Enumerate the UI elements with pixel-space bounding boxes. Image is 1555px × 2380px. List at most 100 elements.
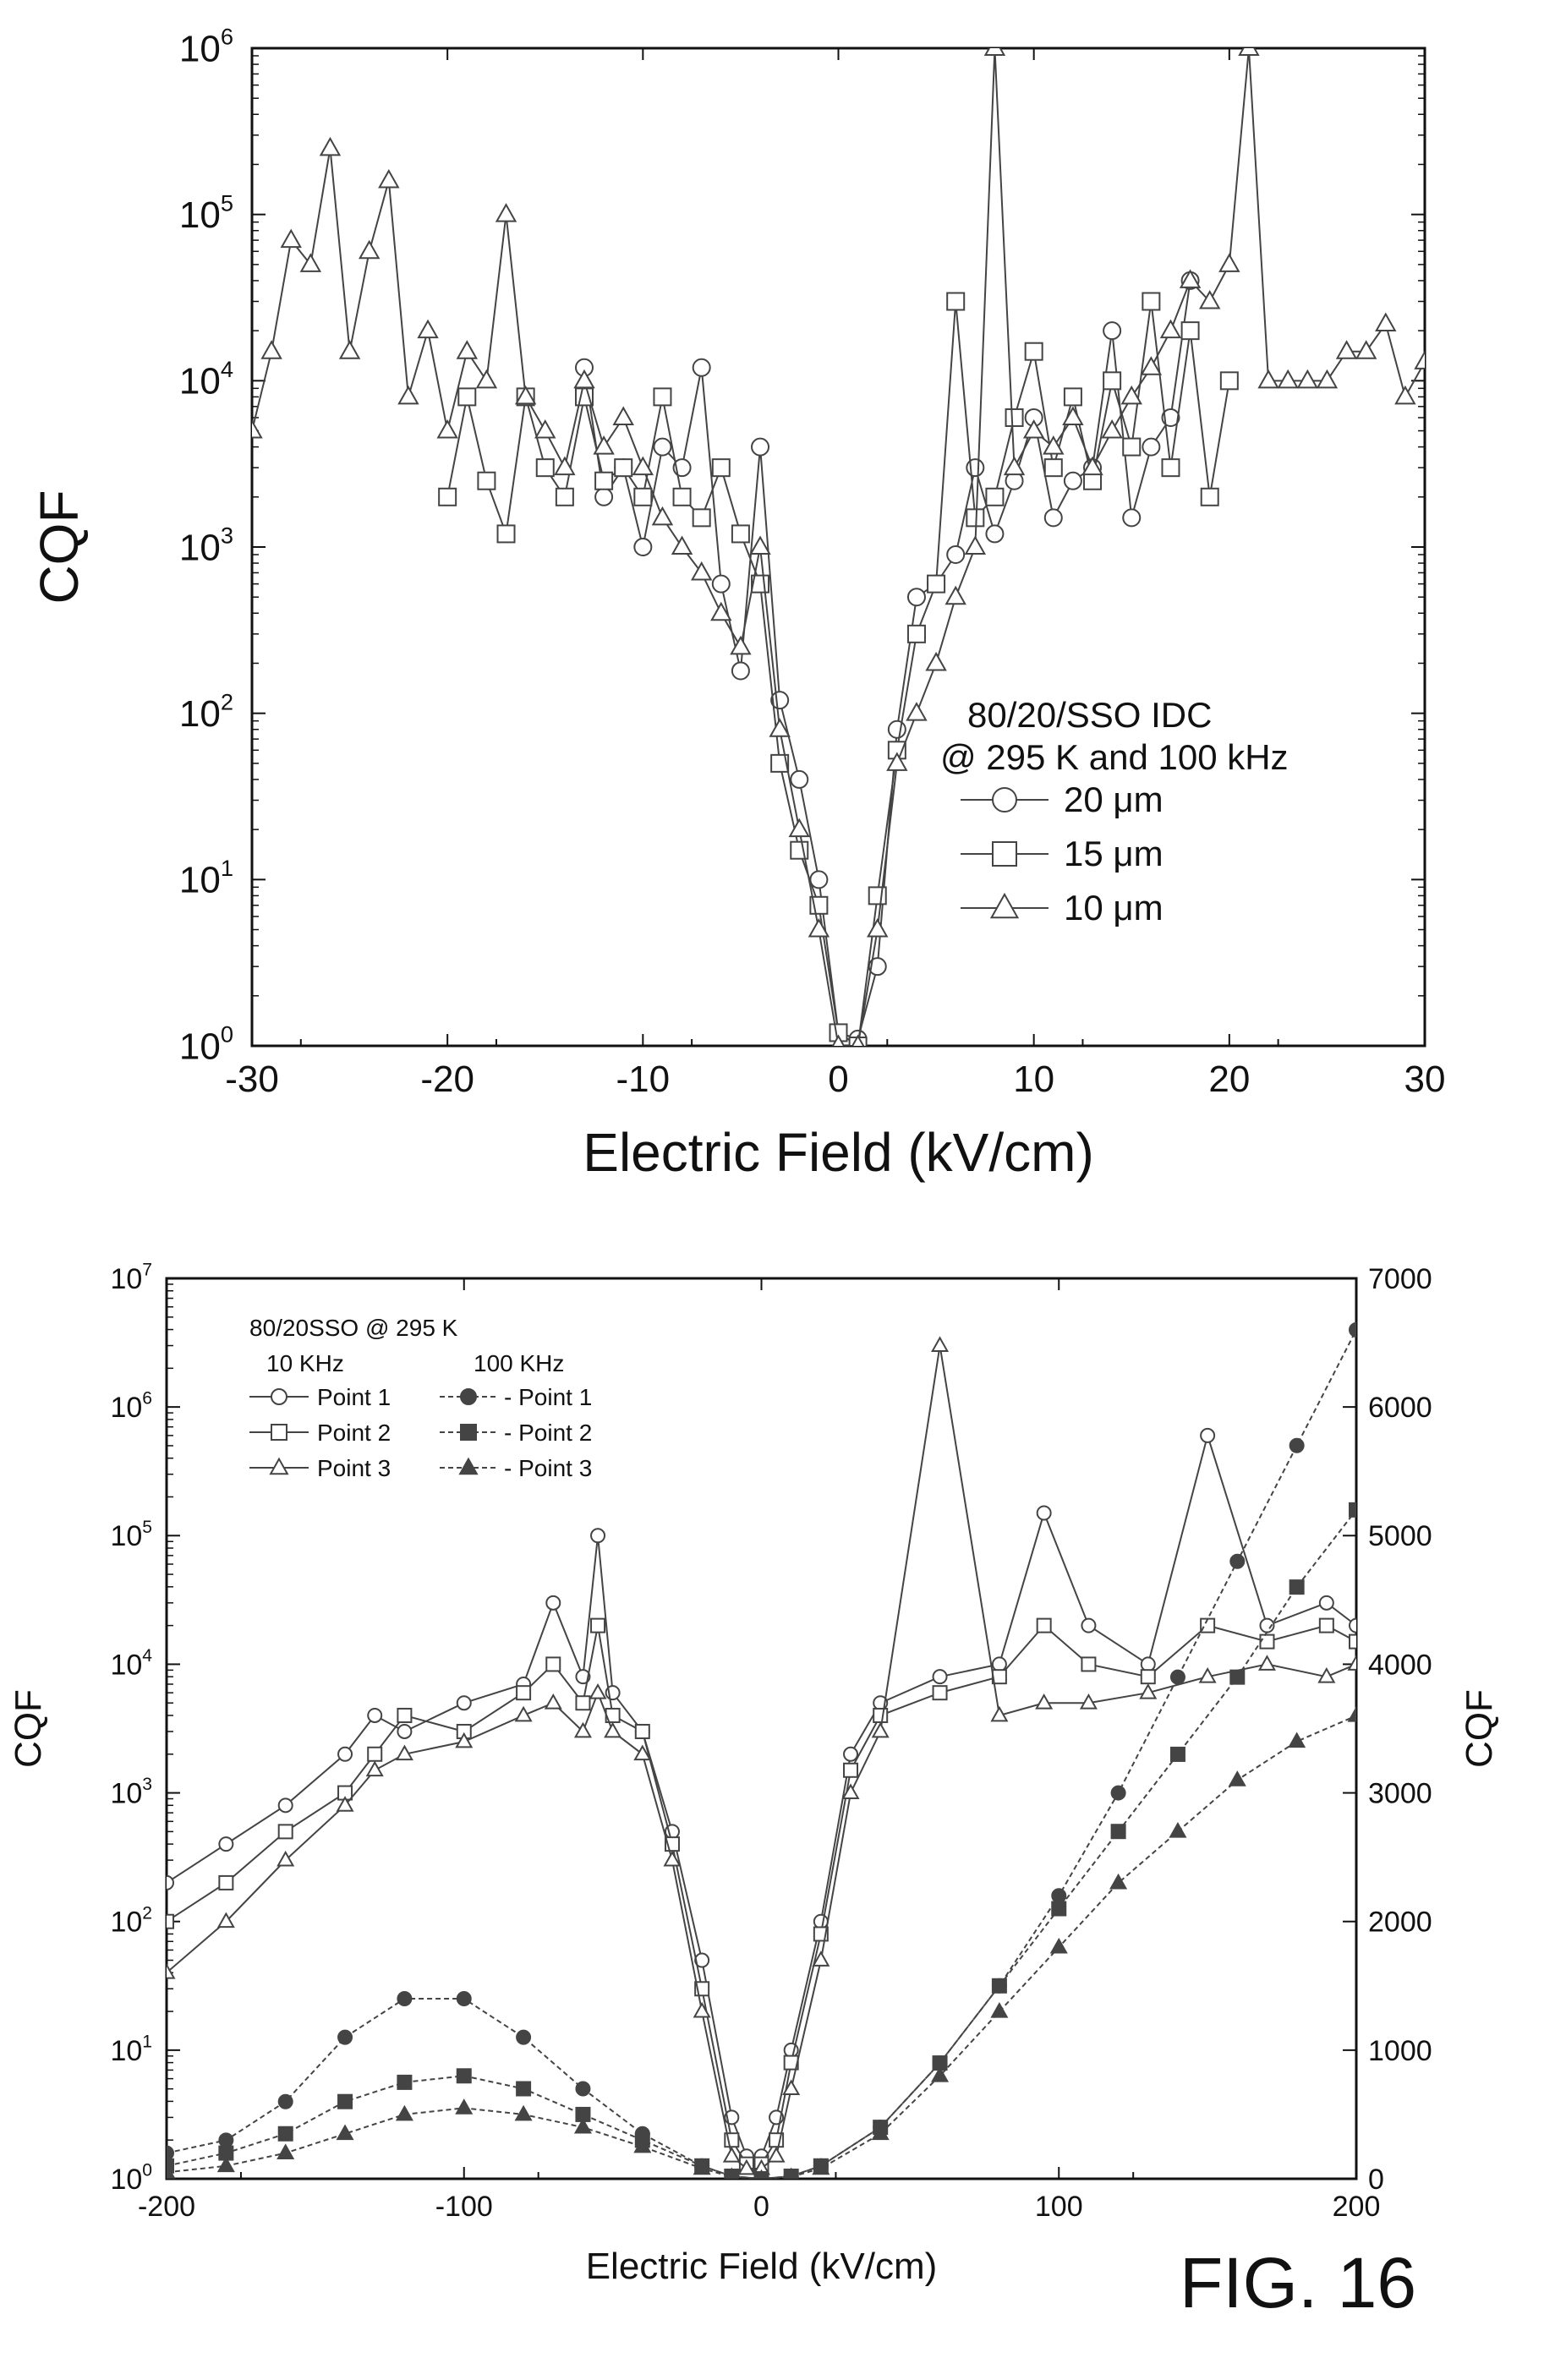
- data-point: [1036, 1617, 1052, 1633]
- data-point: [167, 2145, 174, 2161]
- legend-entry-label: 20 μm: [1064, 780, 1164, 819]
- legend-entry-label: Point 3: [317, 1455, 391, 1481]
- data-point: [1257, 369, 1279, 389]
- data-point: [456, 2068, 472, 2084]
- plot-frame: [250, 47, 1426, 1048]
- data-point: [722, 2146, 741, 2163]
- data-point: [632, 456, 654, 476]
- data-point: [545, 1595, 561, 1611]
- data-point: [458, 1457, 479, 1475]
- data-point: [633, 1744, 652, 1761]
- y-tick-label: 106: [179, 24, 233, 70]
- x-tick-label: -30: [225, 1059, 279, 1100]
- data-point: [1110, 1785, 1126, 1801]
- data-point: [337, 2093, 353, 2109]
- data-point: [985, 524, 1005, 544]
- data-point: [992, 841, 1017, 867]
- data-point: [1081, 456, 1103, 476]
- data-point: [1414, 350, 1425, 369]
- data-point: [1288, 1732, 1306, 1748]
- data-point: [167, 1874, 174, 1890]
- data-point: [593, 435, 615, 455]
- data-point: [252, 419, 263, 439]
- data-point: [1347, 1655, 1356, 1671]
- data-point: [906, 588, 926, 607]
- data-point: [731, 524, 750, 544]
- series-100-khz-point-2: [167, 1502, 1356, 2179]
- data-point: [514, 2104, 533, 2121]
- series-line: [252, 48, 1425, 1046]
- data-point: [397, 1707, 413, 1723]
- data-point: [397, 385, 419, 405]
- series-line: [446, 301, 1230, 1046]
- series-layer: [252, 48, 1425, 1046]
- data-point: [946, 544, 966, 564]
- data-point: [1043, 435, 1065, 455]
- data-point: [1169, 1669, 1185, 1685]
- data-point: [1062, 406, 1084, 425]
- data-point: [983, 48, 1006, 56]
- data-point: [1169, 1821, 1187, 1838]
- data-point: [751, 437, 770, 457]
- data-point: [711, 458, 731, 478]
- data-point: [1317, 1666, 1336, 1683]
- y2-tick-label: 1000: [1368, 2035, 1432, 2067]
- data-point: [1051, 1888, 1067, 1904]
- data-point: [612, 406, 634, 425]
- data-point: [871, 2124, 890, 2141]
- data-point: [990, 2001, 1009, 2018]
- data-point: [397, 1991, 413, 2006]
- data-point: [1349, 1617, 1356, 1633]
- data-point: [496, 524, 516, 544]
- data-point: [575, 1695, 591, 1711]
- data-point: [460, 1388, 477, 1405]
- data-point: [808, 918, 830, 938]
- data-point: [319, 136, 342, 156]
- data-point: [397, 1723, 413, 1739]
- data-point: [671, 535, 693, 555]
- data-point: [1063, 387, 1082, 407]
- data-point: [992, 787, 1017, 812]
- data-point: [167, 2158, 174, 2174]
- data-point: [730, 635, 752, 655]
- data-point: [1375, 312, 1397, 331]
- data-point: [1219, 371, 1239, 391]
- data-point: [812, 2158, 830, 2175]
- data-point: [1120, 385, 1142, 405]
- data-point: [725, 2167, 738, 2179]
- data-point: [966, 508, 985, 528]
- y2-tick-label: 4000: [1368, 1649, 1432, 1681]
- data-point: [1229, 1553, 1246, 1569]
- data-point: [1003, 456, 1026, 476]
- data-point: [653, 437, 672, 457]
- data-point: [690, 561, 713, 581]
- data-point: [767, 2146, 786, 2163]
- data-point: [1035, 1693, 1054, 1710]
- data-point: [1349, 1633, 1356, 1650]
- data-point: [851, 1034, 865, 1046]
- y-tick-label: 104: [179, 356, 233, 402]
- data-point: [457, 387, 477, 407]
- data-point: [216, 1912, 235, 1929]
- data-point: [887, 719, 906, 739]
- legend-entry-label: - Point 2: [504, 1420, 592, 1446]
- data-point: [1005, 408, 1024, 427]
- data-point: [1142, 292, 1161, 311]
- data-point: [985, 487, 1005, 506]
- data-point: [672, 487, 692, 506]
- data-point: [1139, 1682, 1158, 1699]
- data-point: [589, 1682, 607, 1699]
- data-point: [946, 292, 966, 311]
- data-point: [337, 2029, 353, 2045]
- data-point: [167, 2163, 176, 2179]
- data-point: [788, 818, 810, 838]
- data-point: [614, 458, 633, 478]
- series-layer: [167, 1321, 1356, 2179]
- x-axis-title: Electric Field (kV/cm): [583, 1122, 1094, 1183]
- data-point: [749, 535, 771, 555]
- data-point: [633, 2137, 652, 2153]
- data-point: [575, 2081, 591, 2097]
- legend-entry-label: - Point 1: [504, 1384, 592, 1410]
- data-point: [790, 769, 809, 789]
